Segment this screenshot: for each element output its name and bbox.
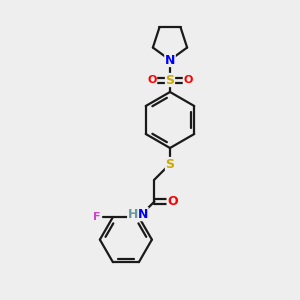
Text: N: N (165, 53, 175, 67)
Text: H: H (128, 208, 138, 220)
Text: N: N (138, 208, 148, 220)
Text: O: O (183, 75, 193, 85)
Text: O: O (167, 195, 178, 208)
Text: O: O (147, 75, 157, 85)
Text: F: F (93, 212, 100, 222)
Text: S: S (166, 74, 175, 86)
Text: S: S (166, 158, 175, 170)
